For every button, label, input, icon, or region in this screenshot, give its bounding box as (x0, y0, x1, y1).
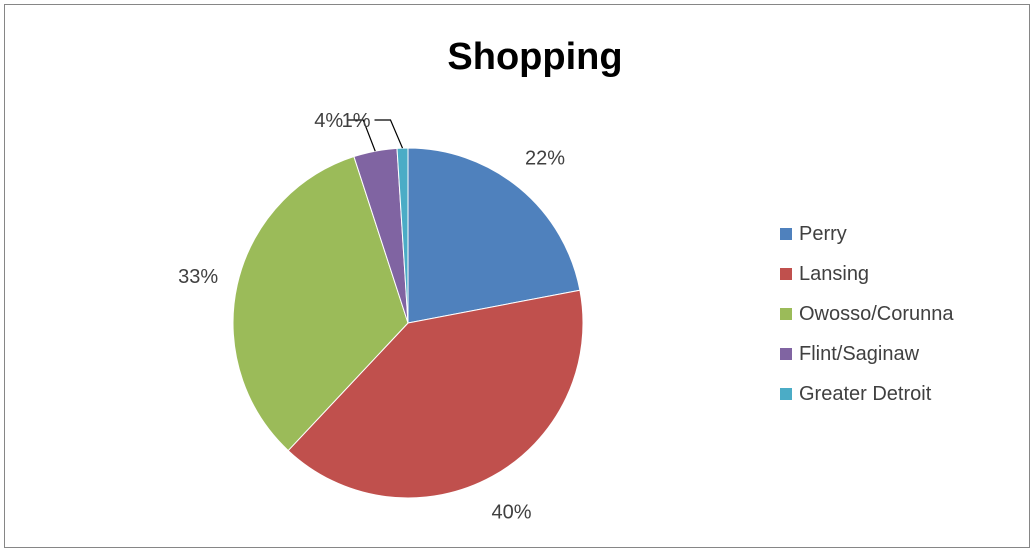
legend: Perry Lansing Owosso/Corunna Flint/Saginaw G… (780, 214, 954, 414)
chart-title: Shopping (447, 36, 623, 78)
legend-swatch (780, 388, 792, 400)
legend-item-lansing: Lansing (780, 254, 954, 294)
legend-swatch (780, 268, 792, 280)
legend-label: Flint/Saginaw (799, 342, 920, 365)
legend-swatch (780, 228, 792, 240)
legend-swatch (780, 348, 792, 360)
legend-label: Owosso/Corunna (799, 302, 954, 325)
data-label-perry: 22% (525, 147, 565, 169)
pie-slice-perry (407, 147, 581, 324)
leader-line-greater-detroit (374, 119, 404, 149)
data-label-flint-saginaw: 4% (314, 110, 343, 132)
data-label-owosso-corunna: 33% (178, 266, 218, 288)
legend-item-perry: Perry (780, 214, 954, 254)
pie-slice-owosso-corunna (232, 155, 409, 452)
legend-label: Greater Detroit (799, 382, 932, 405)
data-label-lansing: 40% (492, 501, 532, 523)
legend-label: Lansing (799, 262, 870, 285)
legend-item-owosso-corunna: Owosso/Corunna (780, 294, 954, 334)
legend-item-flint-saginaw: Flint/Saginaw (780, 334, 954, 374)
leader-line-flint-saginaw (347, 119, 376, 152)
data-label-greater-detroit: 1% (342, 110, 371, 132)
legend-label: Perry (799, 222, 847, 245)
legend-item-greater-detroit: Greater Detroit (780, 374, 954, 414)
legend-swatch (780, 308, 792, 320)
pie-slice-lansing (287, 289, 584, 499)
